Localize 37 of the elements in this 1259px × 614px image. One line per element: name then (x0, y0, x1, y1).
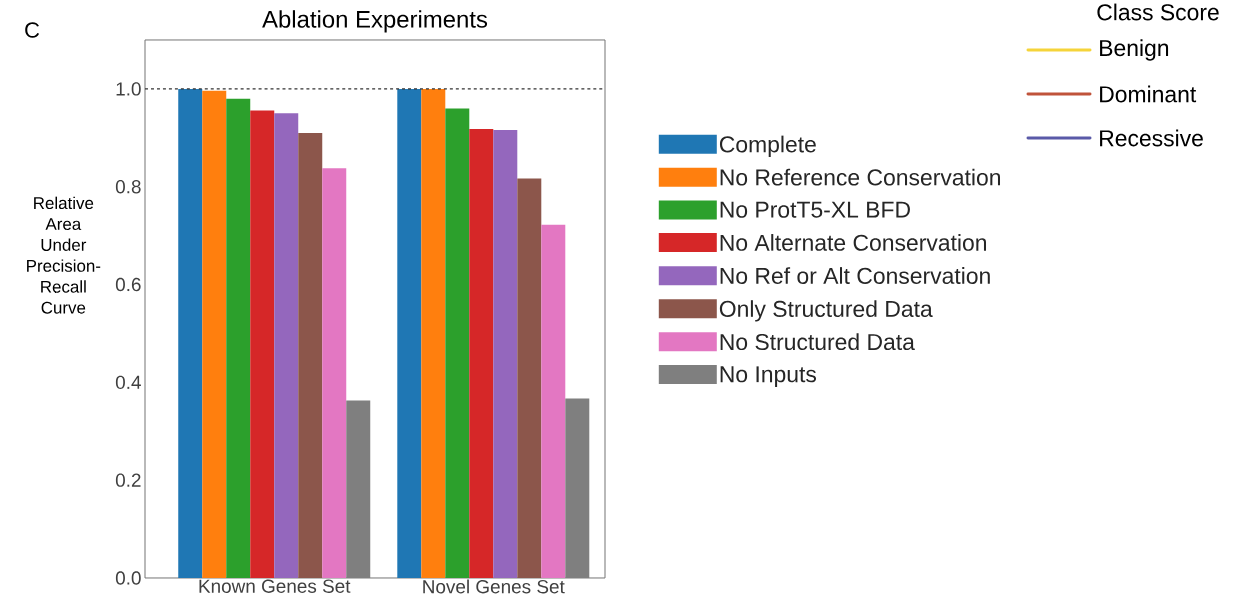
legend-label: No Reference Conservation (720, 168, 1001, 186)
legend-label: Benign (1100, 39, 1169, 61)
y-tick-label: 0.0 (115, 571, 141, 585)
y-axis-title: Relative Area Under Precision-Recall Curve (27, 196, 101, 314)
bar (541, 224, 566, 578)
bar (445, 108, 470, 578)
bar (274, 113, 299, 578)
bar (421, 88, 446, 578)
text: C (25, 22, 40, 38)
x-tick-label: Known Genes Set (199, 579, 351, 593)
legend-label: No ProtT5-XL BFD (720, 201, 910, 218)
bar (493, 129, 518, 578)
bar (322, 168, 347, 578)
bar (226, 98, 251, 578)
y-tick-label: 0.6 (115, 277, 141, 292)
y-tick-label: 1.0 (116, 82, 141, 96)
legend-label: No Inputs (720, 366, 817, 387)
chart-title: Ablation Experiments (262, 10, 488, 33)
legend-label: No Alternate Conservation (720, 234, 986, 251)
bar (517, 178, 542, 578)
legend-label: Only Structured Data (719, 300, 933, 322)
legend-label: No Structured Data (720, 333, 915, 351)
y-tick-label: 0.2 (115, 473, 141, 487)
legend-label: Recessive (1100, 129, 1203, 147)
bar (298, 132, 323, 578)
bar (202, 90, 227, 578)
legend-title: Class Score (1097, 3, 1219, 21)
y-tick-label: 0.8 (115, 180, 141, 194)
bar (397, 88, 422, 578)
x-tick-label: Novel Genes Set (423, 579, 565, 594)
y-tick-label: 0.4 (115, 375, 141, 390)
legend-label: Complete (719, 135, 816, 157)
legend-label: No Ref or Alt Conservation (720, 267, 990, 284)
legend-label: Dominant (1100, 85, 1197, 103)
bar (469, 129, 494, 578)
bar (178, 88, 203, 578)
bar (250, 110, 275, 578)
